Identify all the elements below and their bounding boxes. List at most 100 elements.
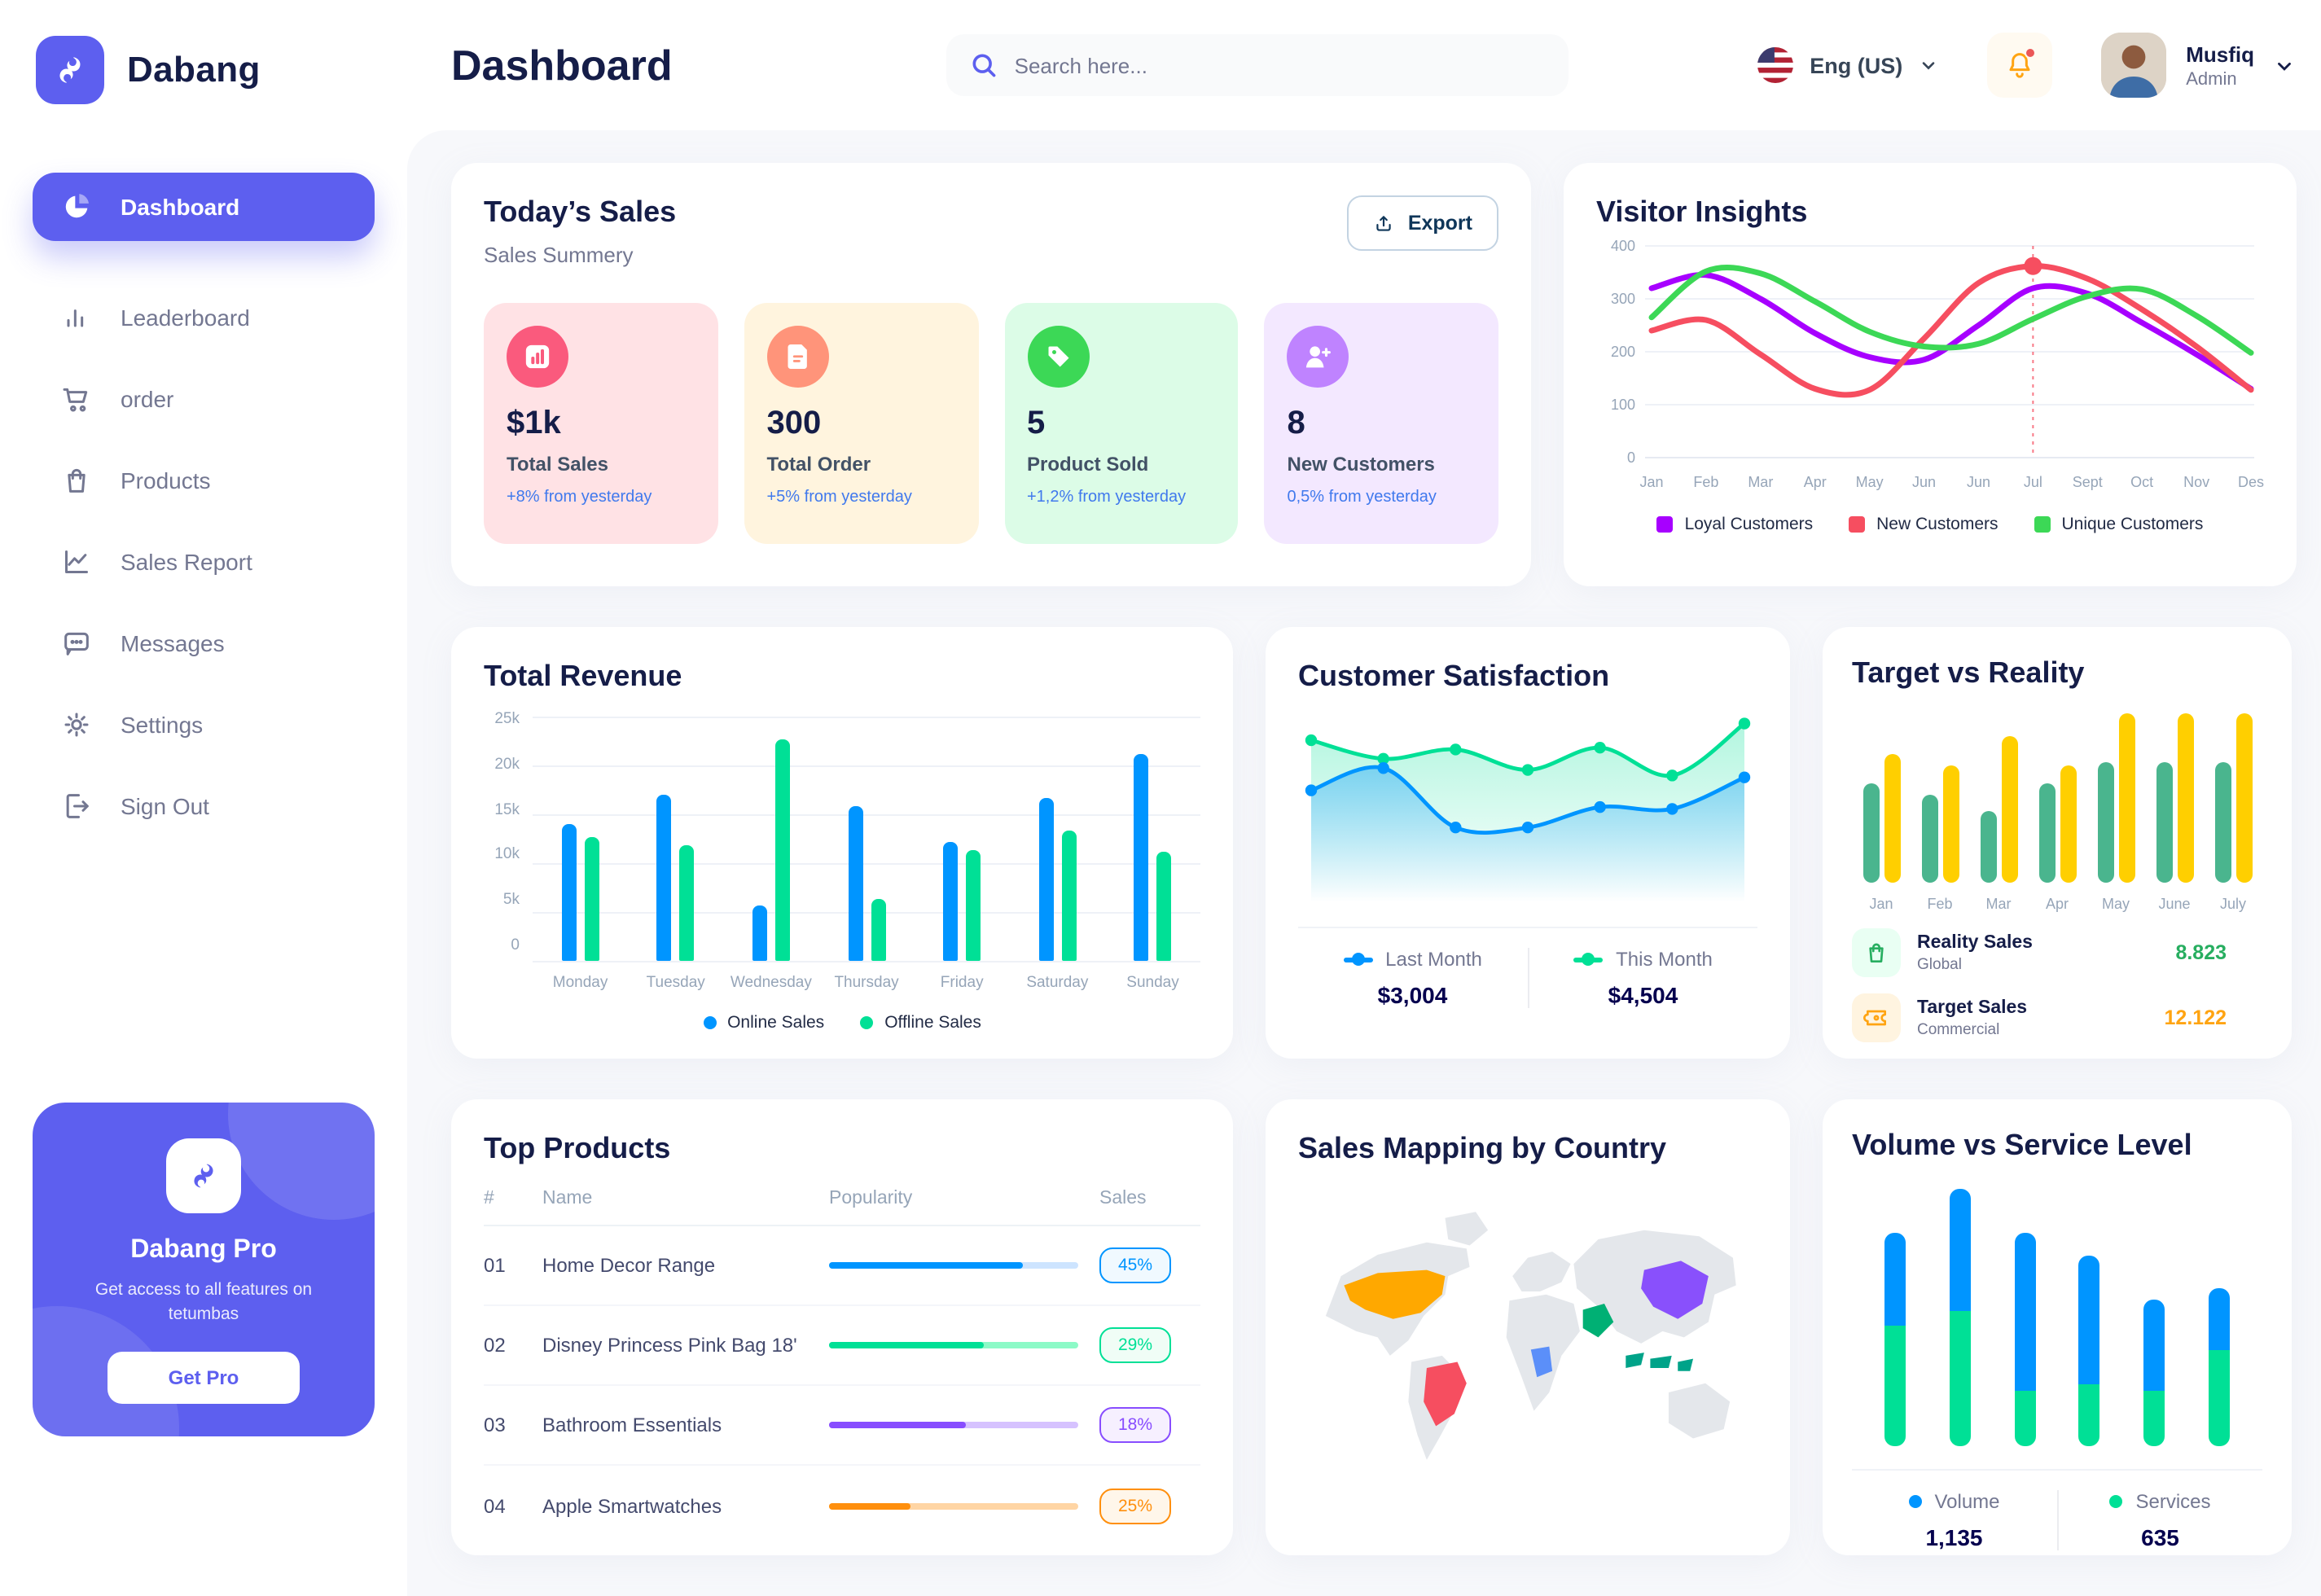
popularity-bar — [829, 1262, 1078, 1269]
revenue-bar — [848, 806, 863, 961]
product-name: Apple Smartwatches — [542, 1494, 722, 1517]
stat-card-product-sold: 5 Product Sold +1,2% from yesterday — [1004, 303, 1239, 544]
total-revenue-chart: 25k 20k 15k 10k 5k 0 Monday Tuesday Wednesday Thu… — [484, 710, 1200, 1033]
legend-item: Online Sales — [703, 1013, 824, 1033]
target-reality-bar — [2214, 761, 2231, 883]
revenue-bar — [679, 844, 695, 961]
svg-text:100: 100 — [1611, 397, 1635, 413]
stat-value: 8 — [1287, 406, 1305, 441]
svg-text:Jun: Jun — [1967, 474, 1990, 490]
sales-stats: $1k Total Sales +8% from yesterday 300 Total… — [484, 303, 1498, 544]
country-indonesia — [1626, 1353, 1694, 1371]
brand-logo-icon — [36, 36, 104, 104]
sales-badge: 45% — [1099, 1247, 1171, 1283]
pie-chart-icon — [59, 191, 94, 223]
stat-card-total-sales: $1k Total Sales +8% from yesterday — [484, 303, 718, 544]
language-selector[interactable]: Eng (US) — [1757, 47, 1938, 83]
target-reality-bar — [2060, 765, 2076, 883]
stacked-bar — [2078, 1255, 2100, 1446]
sidebar-item-settings[interactable]: Settings — [33, 691, 375, 759]
legend-item: Volume 1,135 — [1852, 1490, 2056, 1550]
target-reality-bar — [2001, 735, 2017, 883]
visitor-insights-card: Visitor Insights 0 100 200 300 400 Jan Feb Mar A… — [1564, 163, 2297, 586]
table-header: # Name Popularity Sales — [484, 1189, 1200, 1226]
export-icon — [1377, 215, 1392, 230]
product-name: Home Decor Range — [542, 1254, 716, 1277]
country-china — [1641, 1261, 1709, 1319]
target-reality-bar — [1863, 783, 1879, 883]
search-input[interactable] — [1014, 53, 1546, 77]
svg-text:200: 200 — [1611, 344, 1635, 360]
sidebar-item-dashboard[interactable]: Dashboard — [33, 173, 375, 241]
get-pro-button[interactable]: Get Pro — [107, 1352, 300, 1404]
svg-text:Jul: Jul — [2024, 474, 2042, 490]
target-reality-bar — [1942, 765, 1959, 883]
revenue-bar — [584, 836, 599, 961]
cart-icon — [59, 383, 94, 415]
stat-delta: +8% from yesterday — [507, 489, 652, 506]
product-name: Disney Princess Pink Bag 18' — [542, 1334, 797, 1357]
export-button[interactable]: Export — [1347, 195, 1498, 251]
sidebar-item-messages[interactable]: Messages — [33, 609, 375, 677]
notification-bell[interactable] — [1987, 33, 2053, 98]
stat-label: Total Sales — [507, 453, 608, 476]
user-profile[interactable]: Musfiq Admin — [2101, 33, 2295, 98]
target-vs-reality-card: Target vs Reality Jan Feb Mar Apr May June Jul… — [1823, 627, 2292, 1059]
table-row: 04 Apple Smartwatches 25% — [484, 1466, 1200, 1546]
legend-item: Target Sales Commercial 12.122 — [1852, 993, 2262, 1042]
svg-text:Apr: Apr — [1804, 474, 1827, 490]
country-brazil — [1424, 1361, 1467, 1427]
chevron-down-icon[interactable] — [2274, 55, 2295, 76]
search-bar[interactable] — [946, 34, 1569, 96]
sidebar-item-products[interactable]: Products — [33, 446, 375, 515]
sales-mapping-title: Sales Mapping by Country — [1298, 1132, 1667, 1164]
todays-sales-card: Today’s Sales Sales Summery Export $1k To… — [451, 163, 1531, 586]
promo-card: Dabang Pro Get access to all features on… — [33, 1102, 375, 1436]
legend-item: Services 635 — [2056, 1490, 2262, 1550]
target-reality-bar — [2156, 761, 2172, 883]
sidebar-item-sales-report[interactable]: Sales Report — [33, 528, 375, 596]
stacked-bar — [1949, 1189, 1971, 1446]
tag-icon — [1027, 326, 1089, 388]
brand: Dabang — [33, 36, 375, 104]
table-row: 01 Home Decor Range 45% — [484, 1226, 1200, 1306]
revenue-bar — [752, 905, 767, 961]
volume-vs-service-card: Volume vs Service Level Volume 1,135 Servi… — [1823, 1099, 2292, 1555]
revenue-bar — [656, 795, 672, 961]
svg-text:Des: Des — [2238, 474, 2264, 490]
chart-icon — [507, 326, 568, 388]
avatar — [2101, 33, 2167, 98]
header-actions: Eng (US) — [1757, 33, 2295, 98]
sidebar-item-leaderboard[interactable]: Leaderboard — [33, 283, 375, 352]
target-reality-bar — [1921, 794, 1937, 883]
customer-satisfaction-title: Customer Satisfaction — [1298, 660, 1610, 692]
sidebar-item-order[interactable]: order — [33, 365, 375, 433]
todays-sales-title: Today’s Sales — [484, 195, 677, 228]
user-role: Admin — [2186, 69, 2237, 89]
product-name: Bathroom Essentials — [542, 1414, 722, 1436]
svg-text:400: 400 — [1611, 238, 1635, 254]
stat-card-new-customers: 8 New Customers 0,5% from yesterday — [1264, 303, 1498, 544]
revenue-bar — [966, 850, 981, 961]
revenue-bar — [943, 842, 959, 961]
target-reality-bar — [2177, 713, 2193, 883]
notification-dot — [2025, 47, 2037, 59]
popularity-bar — [829, 1342, 1078, 1348]
sales-badge: 25% — [1099, 1488, 1171, 1524]
revenue-bar — [1156, 852, 1172, 961]
target-reality-bar — [2038, 783, 2055, 883]
sidebar-item-sign-out[interactable]: Sign Out — [33, 772, 375, 840]
user-name: Musfiq — [2186, 42, 2254, 66]
user-plus-icon — [1287, 326, 1349, 388]
stat-delta: 0,5% from yesterday — [1287, 489, 1437, 506]
legend-item: New Customers — [1849, 515, 1999, 534]
world-map — [1325, 1212, 1736, 1460]
stat-label: Product Sold — [1027, 453, 1149, 476]
stacked-bar — [1884, 1233, 1906, 1446]
stat-value: $1k — [507, 406, 561, 441]
promo-subtitle: Get access to all features on tetumbas — [94, 1279, 313, 1325]
country-saudi-arabia — [1582, 1304, 1614, 1338]
target-vs-reality-title: Target vs Reality — [1852, 656, 2085, 689]
language-label: Eng (US) — [1810, 53, 1903, 77]
target-vs-reality-chart: Jan Feb Mar Apr May June July Reality Sales Glob… — [1852, 710, 2262, 1042]
